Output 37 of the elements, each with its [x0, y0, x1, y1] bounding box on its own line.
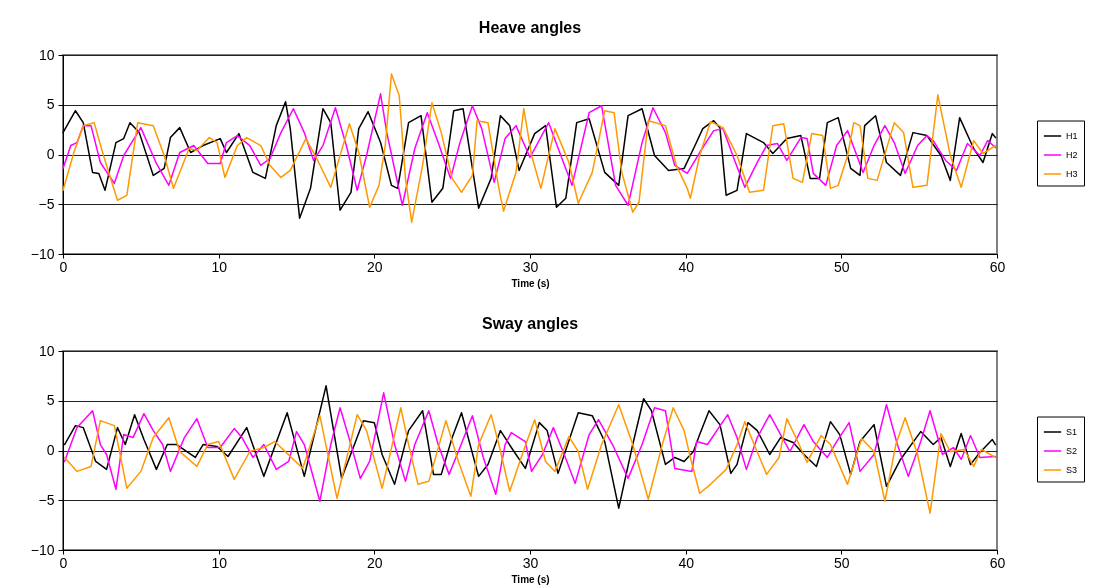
x-tick-label: 60	[989, 258, 1006, 275]
x-axis-title: Time (s)	[511, 277, 550, 289]
x-tick-label: 20	[367, 554, 383, 571]
line-series	[62, 93, 997, 206]
legend-label: S3	[1066, 465, 1078, 475]
legend-label: S1	[1066, 427, 1078, 437]
legend-label: H1	[1066, 131, 1078, 141]
x-tick-label: 0	[59, 554, 68, 571]
x-tick-label: 40	[678, 554, 695, 571]
x-tick-label: 30	[522, 554, 539, 571]
x-tick-label: 60	[989, 554, 1006, 571]
x-tick-label: 20	[367, 258, 383, 275]
y-tick-label: 0	[46, 146, 55, 162]
legend-label: H2	[1066, 150, 1078, 160]
x-tick-label: 50	[834, 258, 850, 275]
x-tick-label: 10	[211, 258, 228, 275]
line-series	[63, 403, 997, 514]
y-tick-label: 10	[38, 342, 55, 359]
y-tick-label: −5	[38, 491, 55, 508]
y-tick-label: −10	[30, 541, 55, 558]
x-tick-label: 30	[522, 258, 539, 275]
x-tick-label: 50	[834, 554, 850, 571]
legend-label: S2	[1066, 446, 1078, 456]
line-series	[62, 73, 997, 223]
chart-title: Heave angles	[478, 19, 582, 36]
x-tick-label: 0	[59, 258, 68, 275]
y-tick-label: 0	[46, 442, 55, 458]
y-tick-label: −5	[38, 195, 55, 212]
x-axis-title: Time (s)	[511, 573, 550, 585]
y-tick-label: 5	[46, 392, 55, 409]
x-tick-label: 40	[678, 258, 695, 275]
legend-label: H3	[1066, 169, 1078, 179]
y-tick-label: 10	[38, 46, 55, 63]
chart-title: Sway angles	[481, 315, 579, 332]
x-tick-label: 10	[211, 554, 228, 571]
y-tick-label: 5	[46, 96, 55, 113]
y-tick-label: −10	[30, 245, 55, 262]
